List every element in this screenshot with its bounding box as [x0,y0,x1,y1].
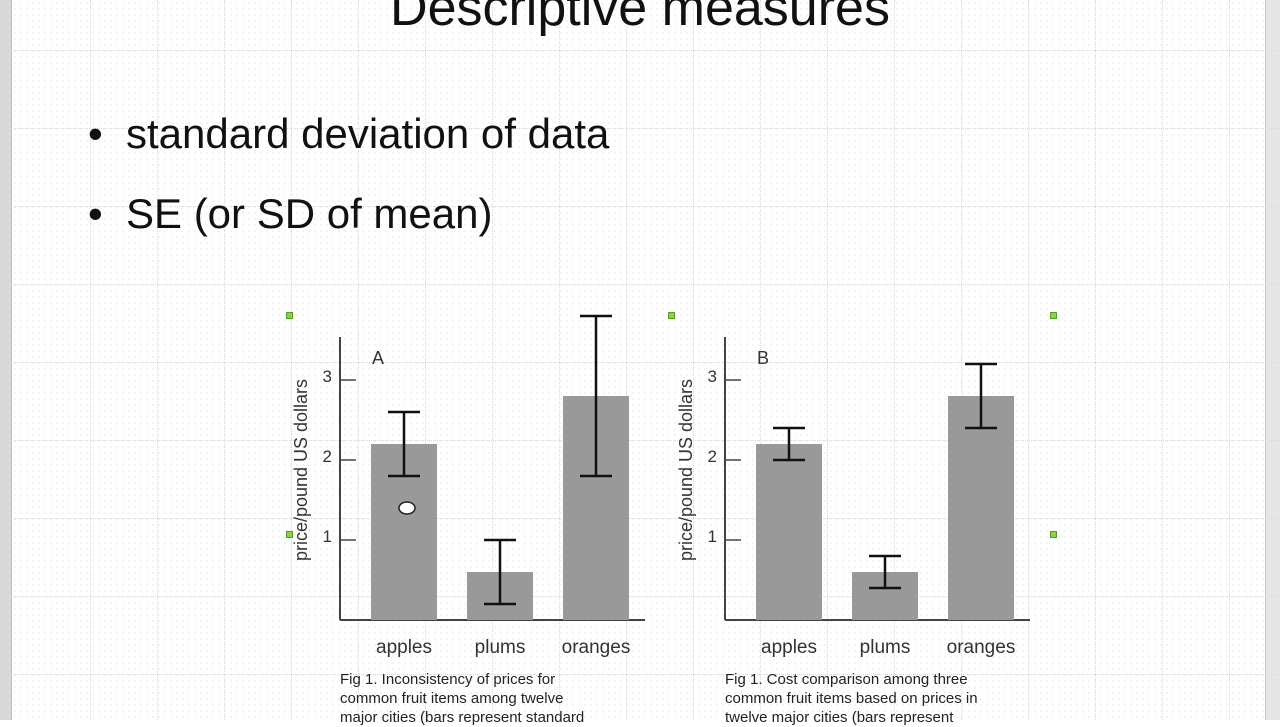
grid-line [894,0,895,720]
grid-line [961,0,962,720]
grid-line [492,0,493,720]
panel-label: B [757,348,769,368]
grid-line [0,440,1280,441]
selection-handle[interactable] [286,531,293,538]
y-tick-label: 3 [708,367,717,386]
y-tick-label: 1 [323,527,332,546]
x-tick-label: oranges [562,637,631,658]
grid-line [0,206,1280,207]
grid-line [760,0,761,720]
selection-handle[interactable] [1050,531,1057,538]
grid-line [0,284,1280,285]
caption-line: Fig 1. Inconsistency of prices for [340,671,556,688]
bullet-icon: • [88,110,103,157]
caption-line: major cities (bars represent standard [340,709,585,726]
grid-line [425,0,426,720]
x-tick-label: apples [376,637,432,658]
x-tick-label: apples [761,637,817,658]
grid-line [559,0,560,720]
y-axis-label: price/pound US dollars [676,379,696,561]
grid-line [1162,0,1163,720]
y-tick-label: 3 [323,367,332,386]
grid-line [90,0,91,720]
x-tick-label: plums [860,637,911,658]
selection-handle[interactable] [668,312,675,319]
grid-line [0,674,1280,675]
grid-line [1229,0,1230,720]
caption-a: Fig 1. Inconsistency of prices for commo… [340,670,584,727]
bullet-icon: • [88,190,103,237]
grid-line [0,362,1280,363]
grid-line [827,0,828,720]
bullet-item[interactable]: • standard deviation of data [88,110,610,157]
x-tick-label: plums [475,637,526,658]
grid-line [626,0,627,720]
caption-line: twelve major cities (bars represent [725,709,954,726]
grid-line [0,50,1280,51]
caption-line: common fruit items among twelve [340,690,564,707]
caption-b: Fig 1. Cost comparison among three commo… [725,670,978,727]
panel-label: A [372,348,384,368]
grid-line [0,128,1280,129]
grab-cursor-icon [398,501,416,515]
x-tick-label: oranges [947,637,1016,658]
grid-line [358,0,359,720]
selection-handle[interactable] [286,312,293,319]
bar-oranges [948,396,1014,620]
slide-title[interactable]: Descriptive measures [390,0,890,37]
grid-line [1095,0,1096,720]
caption-line: common fruit items based on prices in [725,690,978,707]
selection-handle[interactable] [1050,312,1057,319]
y-axis-label: price/pound US dollars [291,379,311,561]
y-tick-label: 1 [708,527,717,546]
grid-line [157,0,158,720]
y-tick-label: 2 [323,447,332,466]
grid-line [0,518,1280,519]
bullet-item[interactable]: • SE (or SD of mean) [88,190,493,237]
vertical-scrollbar[interactable] [1265,0,1280,720]
grid-line [0,596,1280,597]
bar-apples [756,444,822,620]
y-tick-label: 2 [708,447,717,466]
caption-line: Fig 1. Cost comparison among three [725,671,968,688]
grid-line [1028,0,1029,720]
grid-line [291,0,292,720]
grid-line [693,0,694,720]
grid-line [224,0,225,720]
left-panel-edge [0,0,12,720]
